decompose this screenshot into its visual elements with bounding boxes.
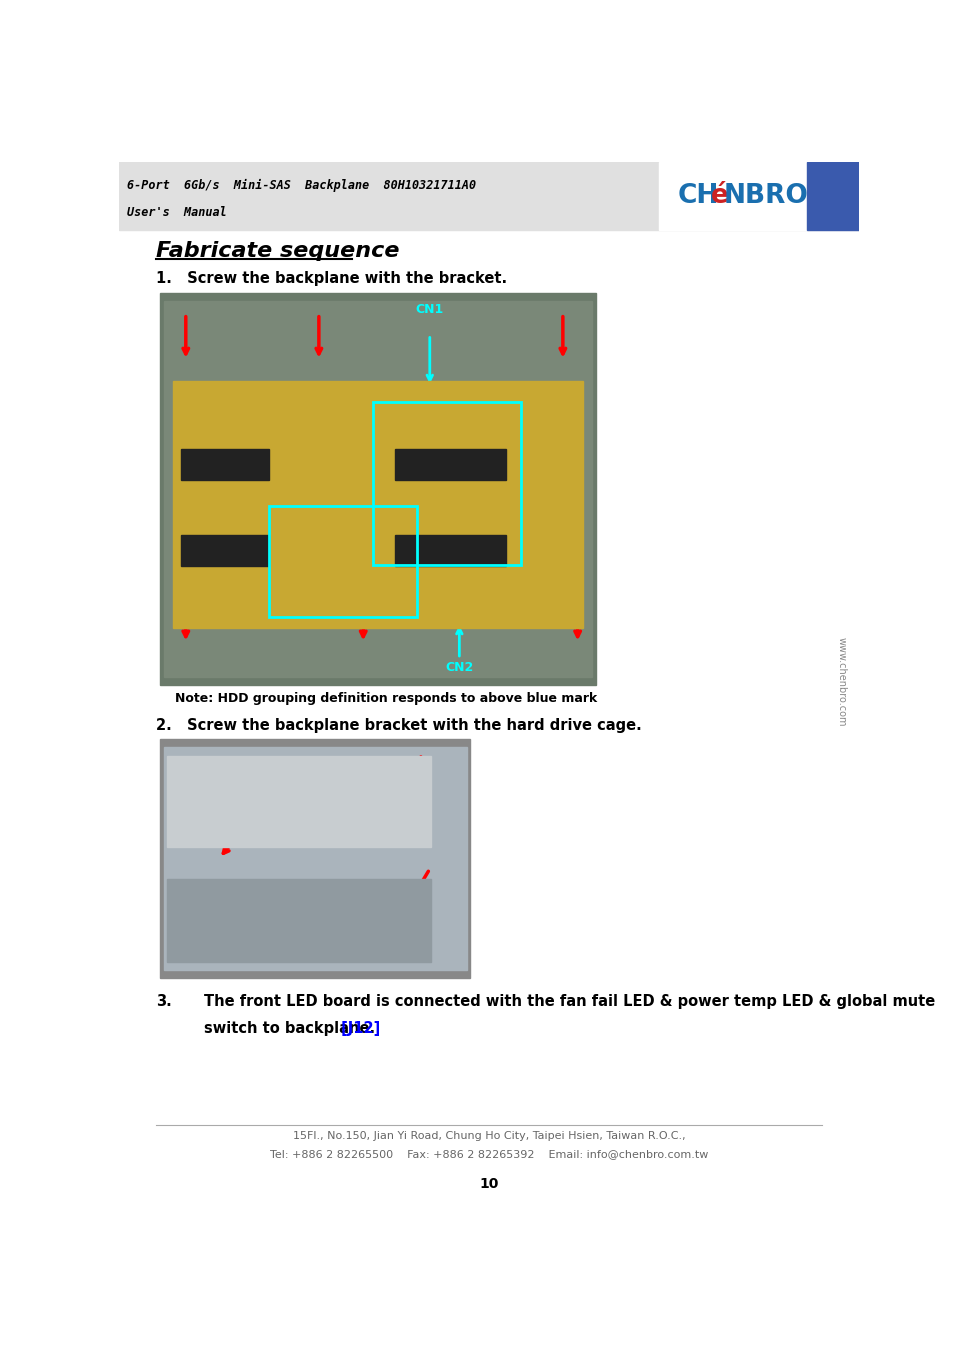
Bar	[806, 162, 858, 230]
Text: CN1: CN1	[416, 304, 443, 316]
Text: 15Fl., No.150, Jian Yi Road, Chung Ho City, Taipei Hsien, Taiwan R.O.C.,: 15Fl., No.150, Jian Yi Road, Chung Ho Ci…	[293, 1131, 684, 1141]
Text: www.chenbro.com: www.chenbro.com	[836, 637, 845, 726]
Bar	[164, 301, 592, 676]
Bar	[160, 738, 470, 977]
Bar	[164, 748, 466, 969]
Bar	[173, 381, 582, 628]
Bar	[167, 879, 431, 963]
Text: NBRO: NBRO	[723, 182, 808, 209]
Bar	[119, 162, 858, 230]
Bar	[180, 448, 269, 479]
Text: User's  Manual: User's Manual	[127, 205, 226, 219]
Bar	[395, 535, 505, 566]
Text: Tel: +886 2 82265500    Fax: +886 2 82265392    Email: info@chenbro.com.tw: Tel: +886 2 82265500 Fax: +886 2 8226539…	[270, 1150, 707, 1160]
Text: 2.   Screw the backplane bracket with the hard drive cage.: 2. Screw the backplane bracket with the …	[156, 718, 641, 733]
Text: 6-Port  6Gb/s  Mini-SAS  Backplane  80H10321711A0: 6-Port 6Gb/s Mini-SAS Backplane 80H10321…	[127, 178, 476, 192]
Text: [J12]: [J12]	[335, 1021, 379, 1035]
Bar	[160, 293, 596, 684]
Bar	[373, 402, 520, 566]
Bar	[395, 448, 505, 479]
Text: 3.: 3.	[156, 994, 172, 1008]
Bar	[269, 506, 416, 617]
Text: 10: 10	[478, 1177, 498, 1191]
Bar	[167, 756, 431, 846]
Text: switch to backplane.: switch to backplane.	[204, 1021, 375, 1035]
Text: CH: CH	[677, 182, 718, 209]
Text: Note: HDD grouping definition responds to above blue mark: Note: HDD grouping definition responds t…	[174, 693, 597, 705]
Bar	[659, 162, 858, 230]
Text: The front LED board is connected with the fan fail LED & power temp LED & global: The front LED board is connected with th…	[204, 994, 935, 1008]
Text: é: é	[710, 182, 728, 209]
Text: CN2: CN2	[445, 662, 473, 675]
Text: 1.   Screw the backplane with the bracket.: 1. Screw the backplane with the bracket.	[156, 271, 507, 286]
Text: Fabricate sequence: Fabricate sequence	[156, 242, 399, 261]
Bar	[180, 535, 269, 566]
